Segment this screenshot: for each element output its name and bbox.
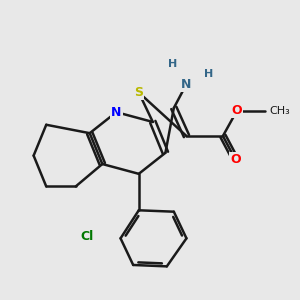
Text: O: O: [232, 104, 242, 117]
Text: H: H: [204, 69, 214, 79]
Text: O: O: [230, 153, 241, 166]
Text: S: S: [134, 86, 143, 99]
Text: N: N: [181, 78, 192, 91]
Text: Cl: Cl: [80, 230, 94, 243]
Text: H: H: [168, 59, 177, 70]
Text: N: N: [111, 106, 122, 118]
Text: CH₃: CH₃: [269, 106, 290, 116]
